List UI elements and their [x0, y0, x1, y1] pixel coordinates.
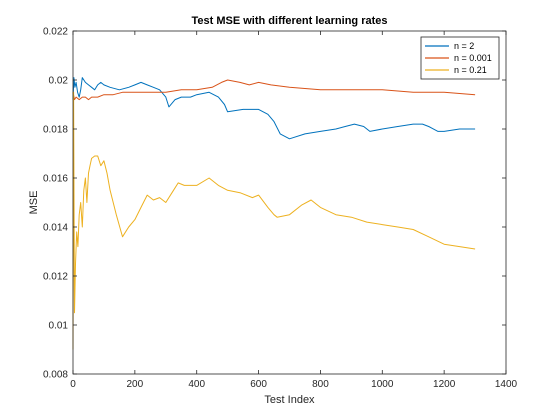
- y-tick-label: 0.018: [43, 125, 68, 136]
- y-tick-label: 0.02: [49, 76, 69, 87]
- series-line-3: [72, 91, 476, 350]
- x-axis: 0 200 400 600 800 1000 1200 1400: [70, 31, 518, 390]
- series-layer: [72, 77, 476, 350]
- y-tick-label: 0.012: [43, 272, 68, 283]
- legend: n = 2 n = 0.001 n = 0.21: [420, 36, 500, 80]
- x-tick-label: 0: [70, 379, 76, 390]
- legend-label: n = 2: [454, 41, 474, 51]
- legend-label: n = 0.001: [454, 53, 492, 63]
- y-axis: 0.008 0.01 0.012 0.014 0.016 0.018 0.02 0.022: [43, 27, 506, 381]
- x-tick-label: 1000: [371, 379, 394, 390]
- x-tick-label: 400: [188, 379, 205, 390]
- y-tick-label: 0.008: [43, 370, 68, 381]
- y-tick-label: 0.014: [43, 223, 68, 234]
- series-line-2: [72, 79, 476, 101]
- y-tick-label: 0.01: [49, 321, 69, 332]
- y-tick-label: 0.022: [43, 27, 68, 38]
- x-axis-title: Test Index: [264, 394, 315, 406]
- axes-frame: [72, 30, 507, 375]
- plot-area: [73, 31, 506, 374]
- x-tick-label: 1400: [495, 379, 518, 390]
- x-tick-label: 800: [312, 379, 329, 390]
- chart-title: Test MSE with different learning rates: [192, 15, 388, 27]
- series-line-1: [72, 77, 476, 140]
- legend-label: n = 0.21: [454, 65, 487, 75]
- x-tick-label: 1200: [433, 379, 456, 390]
- x-tick-label: 200: [127, 379, 144, 390]
- x-tick-label: 600: [250, 379, 267, 390]
- y-axis-title: MSE: [28, 191, 40, 215]
- y-tick-label: 0.016: [43, 174, 68, 185]
